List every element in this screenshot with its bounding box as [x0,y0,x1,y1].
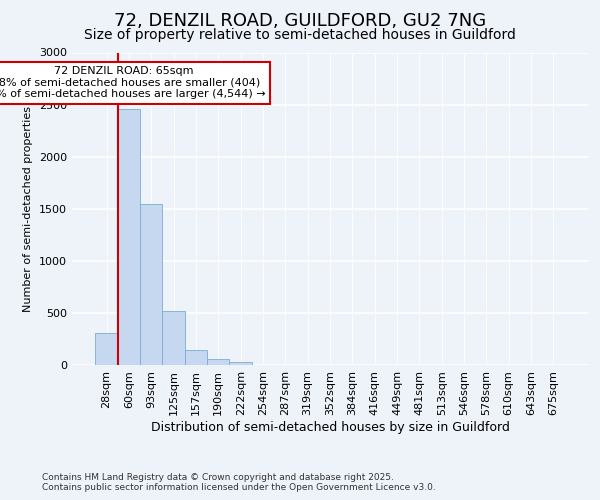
X-axis label: Distribution of semi-detached houses by size in Guildford: Distribution of semi-detached houses by … [151,420,509,434]
Text: 72, DENZIL ROAD, GUILDFORD, GU2 7NG: 72, DENZIL ROAD, GUILDFORD, GU2 7NG [114,12,486,30]
Bar [229,362,252,365]
Text: Size of property relative to semi-detached houses in Guildford: Size of property relative to semi-detach… [84,28,516,42]
Bar [140,204,163,365]
Y-axis label: Number of semi-detached properties: Number of semi-detached properties [23,106,34,312]
Text: Contains HM Land Registry data © Crown copyright and database right 2025.
Contai: Contains HM Land Registry data © Crown c… [42,473,436,492]
Bar [163,312,185,365]
Text: 72 DENZIL ROAD: 65sqm
← 8% of semi-detached houses are smaller (404)
91% of semi: 72 DENZIL ROAD: 65sqm ← 8% of semi-detac… [0,66,265,99]
Bar [207,359,229,365]
Bar [95,333,118,365]
Bar [185,350,207,365]
Bar [118,110,140,365]
